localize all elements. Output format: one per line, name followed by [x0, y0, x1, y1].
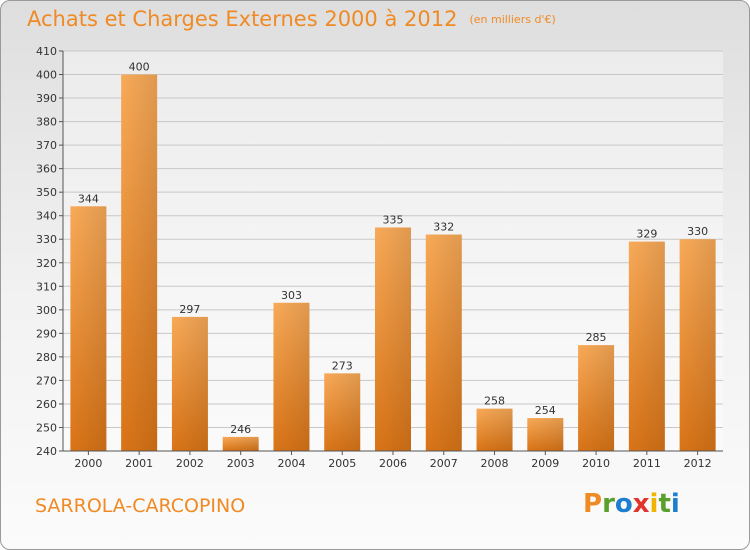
- bar-shade-2006: [375, 227, 411, 451]
- logo-letter: t: [658, 489, 671, 519]
- y-tick-label: 260: [36, 398, 57, 411]
- y-tick-label: 360: [36, 163, 57, 176]
- data-label: 285: [586, 331, 607, 344]
- logo-letter: i: [670, 489, 680, 519]
- data-label: 400: [129, 61, 150, 74]
- data-label: 273: [332, 359, 353, 372]
- bar-shade-2005: [324, 373, 361, 451]
- x-tick-label: 2010: [582, 457, 610, 470]
- y-tick-label: 240: [36, 445, 57, 458]
- commune-name: SARROLA-CARCOPINO: [35, 495, 246, 517]
- logo-letter: r: [602, 489, 615, 519]
- y-tick-label: 330: [36, 233, 57, 246]
- data-label: 254: [535, 404, 556, 417]
- y-tick-label: 340: [36, 210, 57, 223]
- logo-letter: o: [614, 489, 633, 519]
- data-label: 329: [636, 228, 657, 241]
- x-tick-label: 2001: [125, 457, 153, 470]
- x-tick-label: 2008: [481, 457, 509, 470]
- proxiti-logo: Proxiti: [583, 489, 680, 519]
- logo-letter: x: [632, 489, 650, 519]
- bar-shade-2003: [222, 436, 259, 451]
- x-tick-label: 2003: [227, 457, 255, 470]
- x-tick-label: 2000: [74, 457, 102, 470]
- logo-letter: P: [583, 489, 603, 519]
- x-tick-label: 2012: [684, 457, 712, 470]
- data-label: 303: [281, 289, 302, 302]
- bar-shade-2012: [679, 239, 716, 451]
- data-label: 297: [179, 303, 200, 316]
- bar-shade-2010: [578, 345, 615, 451]
- chart-title: Achats et Charges Externes 2000 à 2012: [27, 7, 458, 31]
- y-tick-label: 270: [36, 374, 57, 387]
- bar-shade-2011: [628, 241, 665, 451]
- y-tick-label: 250: [36, 421, 57, 434]
- bars: 344 400 297 246 303 273 335 332 258 254 285 329 330: [70, 61, 716, 451]
- y-tick-label: 290: [36, 327, 57, 340]
- data-label: 344: [78, 192, 99, 205]
- x-tick-label: 2009: [531, 457, 559, 470]
- y-tick-label: 410: [36, 45, 57, 58]
- x-tick-label: 2006: [379, 457, 407, 470]
- x-tick-label: 2007: [430, 457, 458, 470]
- bar-shade-2000: [70, 206, 107, 451]
- bar-shade-2002: [171, 316, 208, 451]
- y-tick-label: 320: [36, 257, 57, 270]
- data-label: 246: [230, 423, 251, 436]
- x-tick-label: 2005: [328, 457, 356, 470]
- x-tick-label: 2011: [633, 457, 661, 470]
- bar-shade-2007: [425, 234, 462, 451]
- y-tick-label: 310: [36, 280, 57, 293]
- y-tick-label: 370: [36, 139, 57, 152]
- data-label: 335: [383, 213, 404, 226]
- bar-shade-2004: [273, 302, 310, 451]
- y-tick-label: 380: [36, 116, 57, 129]
- y-tick-label: 400: [36, 69, 57, 82]
- title-line: Achats et Charges Externes 2000 à 2012 (e…: [27, 7, 556, 31]
- y-tick-label: 390: [36, 92, 57, 105]
- x-tick-label: 2004: [277, 457, 305, 470]
- bar-shade-2009: [527, 418, 564, 451]
- bar-shade-2001: [121, 74, 158, 451]
- x-tick-label: 2002: [176, 457, 204, 470]
- y-tick-label: 280: [36, 351, 57, 364]
- y-tick-label: 300: [36, 304, 57, 317]
- logo-letter: i: [649, 489, 659, 519]
- data-label: 332: [433, 221, 454, 234]
- data-label: 330: [687, 225, 708, 238]
- bar-shade-2008: [476, 408, 513, 451]
- axes: 240 250 260 270 280 290 300 310 320 330 340 350 360 3…: [36, 45, 723, 470]
- y-tick-label: 350: [36, 186, 57, 199]
- chart-subtitle: (en milliers d'€): [469, 13, 556, 26]
- data-label: 258: [484, 395, 505, 408]
